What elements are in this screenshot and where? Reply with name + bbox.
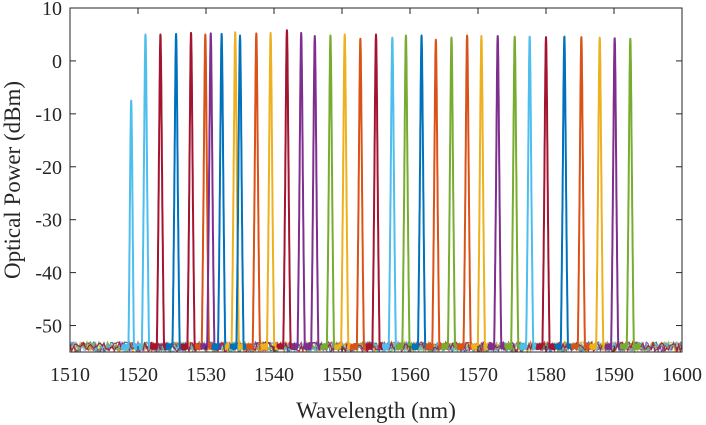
x-tick-label: 1560 xyxy=(390,364,430,386)
peak-series-22 xyxy=(411,34,433,351)
x-tick-label: 1550 xyxy=(322,364,362,386)
peak-series-25 xyxy=(456,34,478,351)
peak-series-28 xyxy=(504,35,526,351)
y-tick-label: -20 xyxy=(35,157,62,179)
plot-area-frame xyxy=(69,7,683,353)
peak-series-13 xyxy=(276,29,298,351)
y-tick-label: -50 xyxy=(35,316,62,338)
peak-series-30 xyxy=(535,36,557,351)
peak-series-15 xyxy=(304,35,326,351)
y-tick-label: 0 xyxy=(52,51,62,73)
y-axis-ticks: -50 -40 -30 -20 -10 0 10 xyxy=(35,0,682,338)
y-tick-label: -40 xyxy=(35,263,62,285)
peak-series-4 xyxy=(165,32,187,351)
x-axis-label: Wavelength (nm) xyxy=(296,398,456,423)
peak-series-35 xyxy=(619,37,641,351)
peak-series-34 xyxy=(604,37,626,351)
peak-series-11 xyxy=(245,32,267,351)
y-axis-label: Optical Power (dBm) xyxy=(0,81,25,279)
y-tick-label: 10 xyxy=(42,0,62,20)
peak-series-2 xyxy=(135,33,156,351)
peak-series-17 xyxy=(334,33,356,351)
peak-series-27 xyxy=(487,35,509,351)
peak-series-33 xyxy=(589,36,611,351)
peak-series-16 xyxy=(319,34,341,351)
y-tick-label: -30 xyxy=(35,210,62,232)
noise-trace xyxy=(69,339,683,354)
peak-series-5 xyxy=(180,31,202,351)
peak-series-20 xyxy=(381,36,403,351)
peak-series-21 xyxy=(395,34,417,351)
peak-series-29 xyxy=(519,35,541,351)
peak-series-31 xyxy=(553,35,575,351)
peak-series-8 xyxy=(211,32,233,351)
x-axis-ticks: 1510 1520 1530 1540 1550 1560 1570 1580 1590 1600 xyxy=(50,8,702,386)
x-tick-label: 1520 xyxy=(118,364,158,386)
x-tick-label: 1530 xyxy=(186,364,226,386)
x-tick-label: 1600 xyxy=(662,364,702,386)
spectral-peaks xyxy=(120,29,641,351)
peak-series-26 xyxy=(470,35,492,351)
x-tick-label: 1540 xyxy=(254,364,294,386)
peak-series-24 xyxy=(441,36,462,351)
x-tick-label: 1580 xyxy=(526,364,566,386)
peak-series-32 xyxy=(570,36,592,351)
peak-series-12 xyxy=(260,31,282,351)
peak-series-18 xyxy=(349,37,371,351)
x-tick-label: 1510 xyxy=(50,364,90,386)
x-tick-label: 1590 xyxy=(594,364,634,386)
peak-series-3 xyxy=(149,33,171,351)
peak-series-23 xyxy=(425,38,447,351)
peak-series-1 xyxy=(120,99,142,351)
x-tick-label: 1570 xyxy=(458,364,498,386)
peak-series-9 xyxy=(224,31,246,351)
peak-series-14 xyxy=(290,31,312,351)
y-tick-label: -10 xyxy=(35,104,62,126)
peak-series-19 xyxy=(365,33,387,351)
